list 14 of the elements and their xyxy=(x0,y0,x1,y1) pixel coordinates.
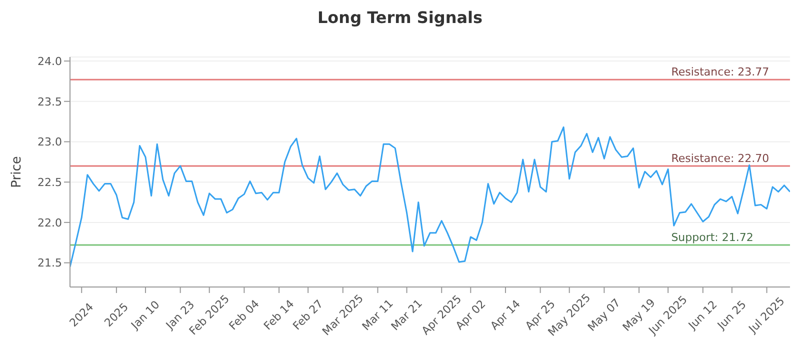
y-tick-label: 23.5 xyxy=(38,95,62,108)
y-axis-title: Price xyxy=(10,156,25,188)
y-tick-label: 21.5 xyxy=(38,256,62,270)
y-tick-label: 22.5 xyxy=(38,176,62,189)
ref-line-label: Resistance: 22.70 xyxy=(671,152,770,165)
x-tick-label: Jan 10 xyxy=(128,298,162,332)
x-tick-label: Apr 14 xyxy=(488,297,523,333)
line-series xyxy=(70,126,790,268)
y-tick-label: 22.0 xyxy=(38,216,62,230)
y-tick-label: 24.0 xyxy=(38,54,62,68)
y-tick-label: 23.0 xyxy=(38,136,62,149)
chart-title: Long Term Signals xyxy=(316,8,484,27)
ref-line-label: Resistance: 23.77 xyxy=(671,66,770,79)
ref-line-label: Support: 21.72 xyxy=(671,231,754,244)
